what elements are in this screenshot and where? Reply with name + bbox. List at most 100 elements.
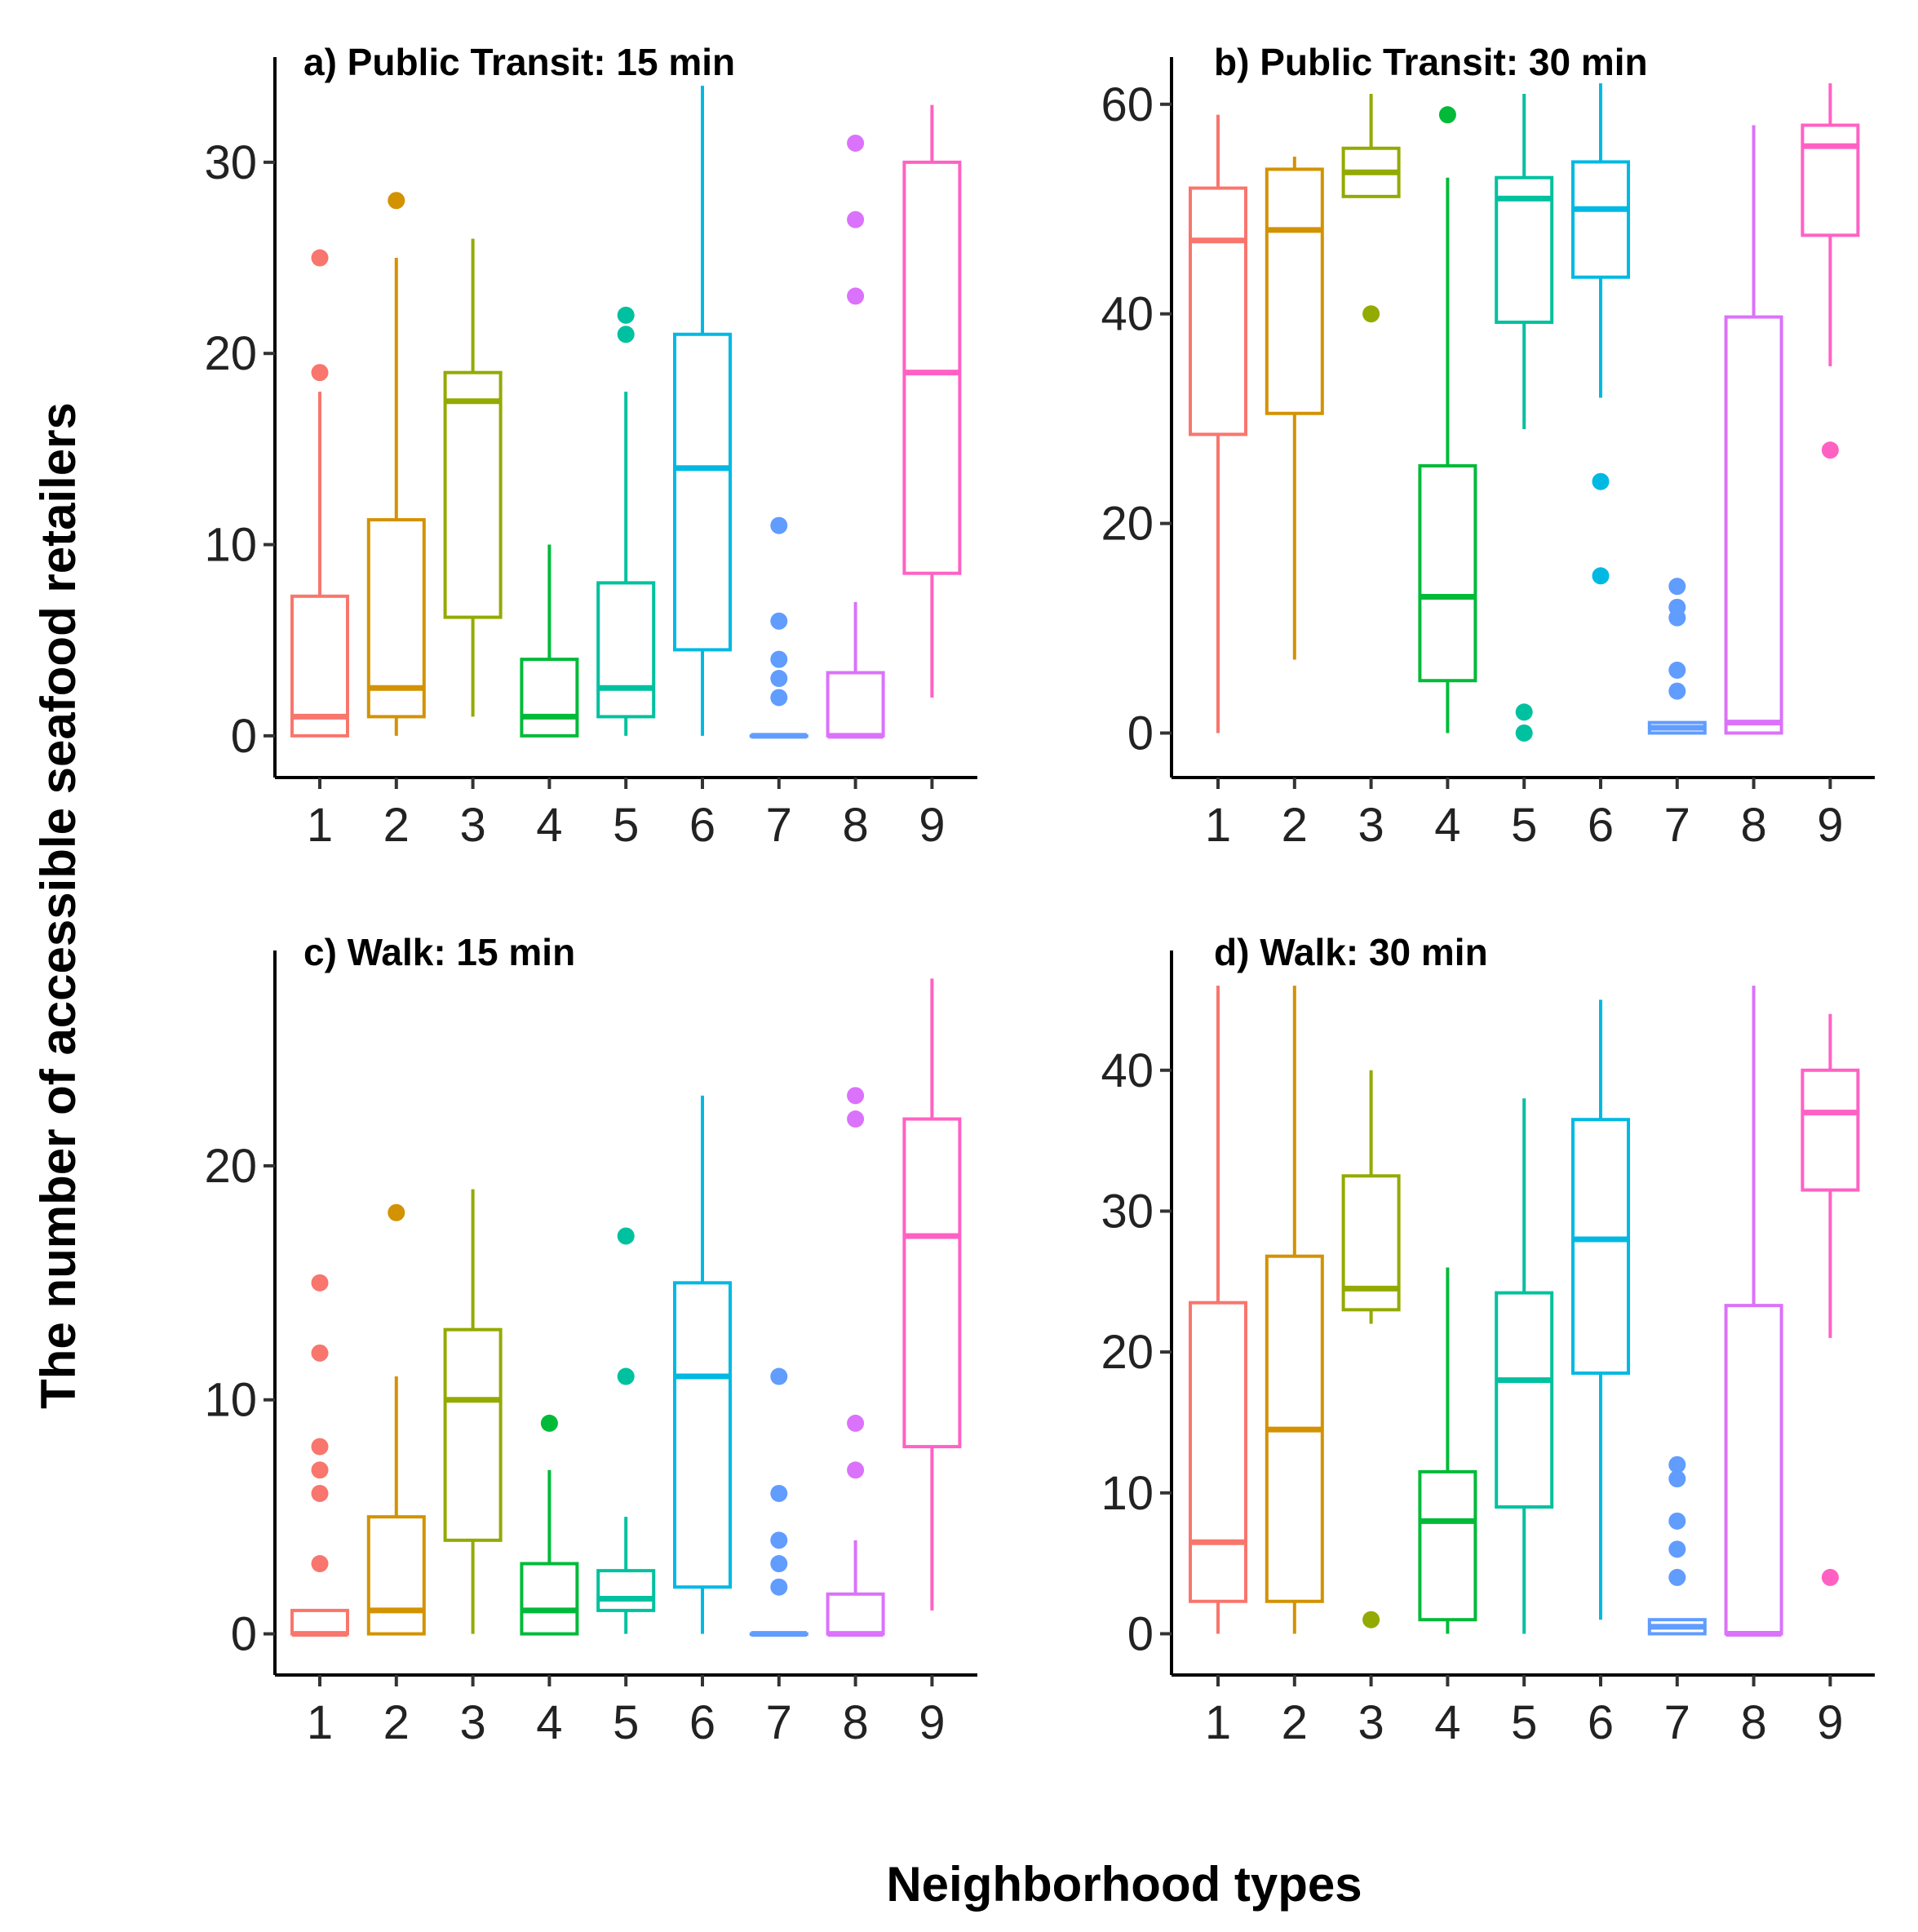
outlier-point [1515,703,1533,721]
x-tick-label: 2 [1282,1696,1308,1749]
x-tick-label: 7 [1664,1696,1690,1749]
box-category-2 [366,192,426,736]
outlier-point [311,1484,329,1502]
x-tick-label: 8 [842,1696,868,1749]
panel-4: d) Walk: 30 min 0 10 20 30 40 1 2 3 4 5 6 7 8 9 [1101,931,1875,1749]
box-category-9 [1801,1013,1860,1586]
box-category-5 [1495,93,1554,742]
y-tick-label: 40 [1101,1044,1154,1097]
x-tick-label: 1 [307,1696,333,1749]
x-tick-label: 7 [766,799,792,852]
box-category-3 [443,1189,503,1634]
box-category-8 [1724,125,1783,735]
y-tick-label: 10 [204,1374,257,1427]
outlier-point [1668,1512,1686,1530]
x-tick-label: 2 [1282,799,1308,852]
panel-2: b) Public Transit: 30 min 0 20 40 60 1 2 3 4 5 6 7 8… [1101,41,1875,852]
box-category-3 [1341,1070,1401,1628]
box-category-7 [749,1367,808,1637]
outlier-point [770,1484,788,1502]
box-category-8 [826,1087,885,1637]
box-iqr [1801,1068,1860,1192]
outlier-point [847,1461,865,1479]
outlier-point [388,1203,405,1221]
box-category-7 [749,516,808,739]
panel-title: c) Walk: 15 min [303,931,575,973]
y-tick-label: 20 [1101,1326,1154,1379]
box-iqr [902,160,962,575]
outlier-point [1668,682,1686,700]
outlier-point [617,306,635,324]
outlier-point [1362,1611,1380,1628]
panel-title: b) Public Transit: 30 min [1214,41,1648,83]
box-category-4 [1418,1267,1477,1634]
box-category-2 [1265,157,1324,660]
box-iqr [520,1562,579,1636]
box-category-8 [826,134,885,739]
outlier-point [617,326,635,343]
box-iqr [1571,160,1630,279]
box-category-6 [673,86,732,736]
box-iqr [902,1117,962,1449]
panel-3: c) Walk: 15 min 0 10 20 1 2 3 4 5 6 7 8 9 [204,931,977,1749]
outlier-point [1668,1540,1686,1558]
box-category-4 [520,544,579,738]
y-tick-label: 30 [204,136,257,189]
box-category-7 [1647,578,1707,735]
box-category-7 [1647,1456,1707,1636]
x-tick-label: 6 [689,799,715,852]
box-category-3 [1341,93,1401,323]
box-iqr [290,594,349,738]
y-tick-label: 10 [1101,1467,1154,1520]
x-tick-label: 2 [383,1696,410,1749]
x-tick-label: 4 [1434,1696,1460,1749]
outlier-point [770,689,788,707]
outlier-point [1668,598,1686,616]
box-iqr [1189,186,1247,436]
box-iqr [443,370,503,619]
x-tick-label: 5 [613,1696,639,1749]
outlier-point [1592,472,1610,490]
x-tick-label: 8 [842,799,868,852]
y-tick-label: 20 [204,327,257,380]
y-tick-label: 0 [231,1608,257,1661]
outlier-point [770,1531,788,1549]
outlier-point [1515,724,1533,742]
outlier-point [770,670,788,688]
box-iqr [1801,123,1860,237]
y-tick-label: 0 [231,710,257,763]
box-category-2 [366,1203,426,1636]
outlier-point [311,1344,329,1362]
outlier-point [847,287,865,305]
outlier-point [770,1555,788,1573]
y-tick-label: 60 [1101,78,1154,131]
outlier-point [1438,106,1456,124]
box-category-2 [1265,986,1324,1634]
x-tick-label: 8 [1740,799,1766,852]
outlier-point [311,249,329,267]
outlier-point [311,1461,329,1479]
x-tick-label: 6 [1588,1696,1614,1749]
box-iqr [596,1569,656,1612]
outlier-point [770,612,788,630]
outlier-point [770,1578,788,1596]
x-tick-label: 7 [1664,799,1690,852]
x-tick-label: 9 [919,1696,945,1749]
y-tick-label: 0 [1127,707,1154,760]
box-iqr [1724,315,1783,735]
box-category-6 [673,1095,732,1634]
outlier-point [847,1414,865,1432]
box-iqr [366,1515,426,1636]
box-category-1 [1189,986,1247,1634]
outlier-point [770,1367,788,1385]
x-tick-label: 5 [613,799,639,852]
box-iqr [290,1608,349,1636]
y-axis-title: The number of accessible seafood retaile… [31,402,86,1409]
panel-1: a) Public Transit: 15 min 0 10 20 30 1 2 3 4 5 6 7 8… [204,41,977,852]
outlier-point [311,1555,329,1573]
box-category-4 [1418,106,1477,733]
x-tick-label: 9 [919,799,945,852]
outlier-point [1668,661,1686,679]
